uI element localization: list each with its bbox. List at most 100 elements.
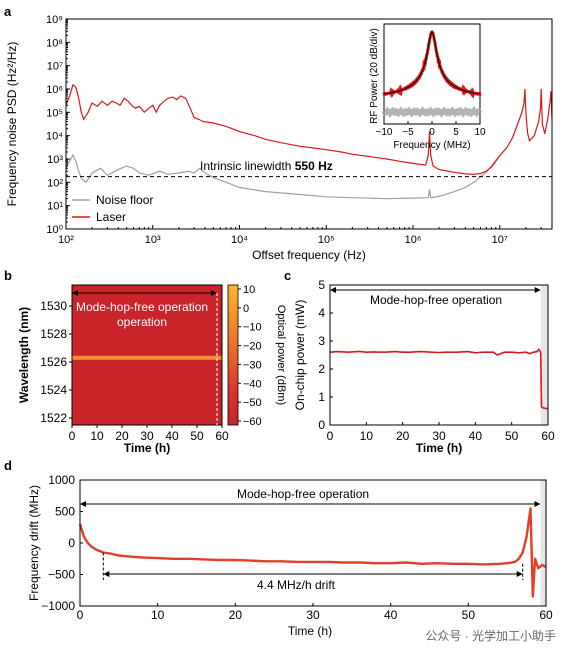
plot-c-frame	[329, 284, 549, 426]
x-tick-label-d: 30	[306, 608, 320, 622]
legend-a: Noise floor Laser	[72, 193, 153, 224]
x-tick-label-a: 10⁵	[318, 234, 335, 246]
x-tick-label-c: 30	[432, 429, 446, 443]
series-drift	[78, 507, 547, 598]
y-tick-label-a: 10³	[47, 154, 63, 166]
x-tick-label-c: 10	[360, 429, 374, 443]
inset-x-tick-label: −5	[402, 127, 414, 138]
y-axis-label-a: Frequency noise PSD (Hz²/Hz)	[5, 42, 19, 207]
inset-y-label: RF Power (20 dB/div)	[369, 28, 380, 124]
inset-x-tick-label: −10	[376, 127, 393, 138]
x-tick-label-d: 40	[384, 608, 398, 622]
colorbar-tick-label: −50	[243, 397, 262, 409]
y-tick-label-b: 1530	[40, 299, 67, 313]
y-tick-label-d: 500	[55, 505, 75, 519]
y-tick-label-a: 10⁸	[46, 37, 63, 49]
span-arrow-c-head-left	[330, 287, 336, 293]
y-tick-label-b: 1524	[40, 383, 67, 397]
colorbar-tick-label: −20	[243, 341, 262, 353]
annotation-b: Mode-hop-free operation	[76, 300, 208, 314]
y-tick-label-c: 1	[318, 390, 325, 404]
span-arrow-d-head-left	[80, 501, 86, 507]
span-arrow-b-head-left	[72, 290, 78, 296]
panel-label-b: b	[4, 268, 12, 283]
y-tick-label-c: 5	[318, 278, 325, 292]
x-tick-label-a: 10²	[58, 234, 74, 246]
x-axis-label-d: Time (h)	[288, 624, 332, 638]
span-arrow-d-head-right	[534, 501, 541, 507]
x-tick-label-b: 30	[140, 429, 154, 443]
x-tick-label-d: 10	[151, 608, 165, 622]
colorbar-label: Optical power (dBm)	[275, 305, 287, 405]
y-tick-label-d: 0	[68, 536, 75, 550]
x-axis-label-a: Offset frequency (Hz)	[252, 248, 366, 262]
panel-c: 0 10 20 30 40 50 60 0 1 2 3 4 5 Time (h) On-chip pow…	[293, 278, 555, 455]
x-tick-label-a: 10⁷	[492, 234, 508, 246]
x-tick-label-d: 50	[462, 608, 476, 622]
end-shade-d	[540, 480, 546, 606]
y-tick-label-c: 4	[318, 306, 325, 320]
y-tick-label-c: 2	[318, 362, 325, 376]
colorbar-tick-label: 0	[243, 303, 249, 315]
y-axis-label-c: On-chip power (mW)	[293, 300, 307, 411]
panel-b: operation 0 10 20 30 40 50 60 1522 1524 1526 1528 15…	[17, 284, 287, 455]
legend-label-floor: Noise floor	[96, 193, 153, 207]
y-tick-label-a: 10⁶	[46, 84, 63, 96]
intrinsic-linewidth-label: Intrinsic linewidth 550 Hz	[200, 159, 333, 173]
panel-a: Intrinsic linewidth 550 Hz 10⁰ 10¹ 10² 10³ 1…	[5, 14, 553, 262]
series-noise-floor	[65, 153, 501, 200]
colorbar-tick-label: −40	[243, 378, 262, 390]
y-tick-label-a: 10²	[47, 177, 63, 189]
y-tick-label-d: −1000	[41, 599, 75, 613]
inset-x-tick-label: 0	[429, 127, 435, 138]
legend-label-laser: Laser	[96, 210, 126, 224]
y-tick-label-a: 10⁹	[46, 14, 63, 26]
x-tick-label-c: 0	[327, 429, 334, 443]
span-arrow-c-head-right	[534, 287, 541, 293]
span-arrow-b-head-right	[211, 290, 217, 296]
y-tick-label-a: 10⁴	[46, 131, 63, 143]
x-tick-label-b: 10	[90, 429, 104, 443]
lasing-line-b	[72, 355, 222, 360]
inset-x-tick-label: 5	[453, 127, 459, 138]
x-tick-label-b: 0	[69, 429, 76, 443]
plot-a-frame	[65, 18, 553, 230]
x-tick-label-d: 0	[77, 608, 84, 622]
series-power	[329, 348, 549, 410]
x-axis-label-c: Time (h)	[416, 441, 462, 455]
y-tick-label-b: 1526	[40, 355, 67, 369]
plot-d-frame	[79, 479, 547, 607]
drift-arrow-d-head-left	[103, 571, 110, 577]
colorbar-tick-label: −60	[243, 416, 262, 428]
x-tick-label-b: 20	[115, 429, 129, 443]
colorbar	[227, 284, 239, 426]
y-axis-label-d: Frequency drift (MHz)	[27, 485, 41, 601]
annotation-b-line2: operation	[117, 315, 167, 329]
y-tick-label-b: 1522	[40, 411, 67, 425]
series-laser	[65, 83, 553, 175]
annotation-d: Mode-hop-free operation	[237, 487, 369, 501]
y-tick-label-d: 1000	[48, 473, 75, 487]
y-axis-label-b: Wavelength (nm)	[17, 307, 31, 403]
inset-frame	[383, 23, 481, 125]
panel-label-d: d	[4, 458, 12, 473]
annotation-c: Mode-hop-free operation	[370, 293, 502, 307]
x-tick-label-b: 60	[215, 429, 229, 443]
x-tick-label-a: 10⁶	[405, 234, 422, 246]
x-tick-label-b: 50	[190, 429, 204, 443]
y-tick-label-a: 10⁰	[46, 224, 63, 236]
x-tick-label-d: 20	[229, 608, 243, 622]
y-tick-label-a: 10⁷	[47, 61, 63, 73]
y-tick-label-a: 10¹	[47, 201, 63, 213]
inset-x-label: Frequency (MHz)	[393, 140, 470, 151]
x-tick-label-c: 60	[541, 429, 555, 443]
y-tick-label-d: −500	[48, 568, 75, 582]
colorbar-tick-label: 10	[243, 284, 255, 296]
watermark: 公众号 · 光学加工小助手	[425, 628, 556, 643]
x-axis-label-b: Time (h)	[124, 441, 170, 455]
x-tick-label-c: 40	[469, 429, 483, 443]
end-shade-c	[540, 285, 548, 425]
x-tick-label-b: 40	[165, 429, 179, 443]
